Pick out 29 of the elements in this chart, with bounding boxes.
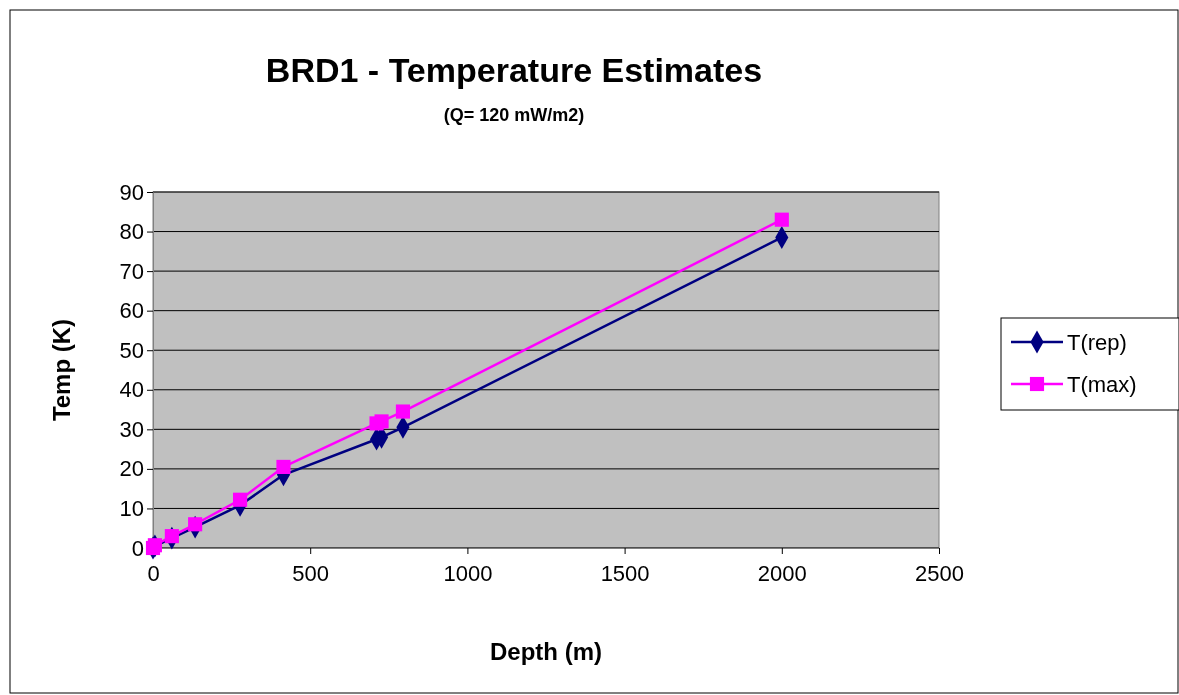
x-tick-label: 0 [147, 561, 160, 587]
legend-label: T(max) [1067, 372, 1137, 397]
x-tick-label: 2500 [915, 561, 964, 587]
y-tick-label: 80 [119, 219, 144, 245]
x-tick-label: 500 [292, 561, 330, 587]
y-axis-title: Temp (K) [48, 318, 75, 422]
y-tick-label: 0 [131, 535, 144, 561]
point [233, 492, 248, 507]
x-tick-label: 2000 [757, 561, 807, 587]
point [276, 459, 291, 474]
x-tick-label: 1500 [600, 561, 650, 587]
chart-subtitle: (Q= 120 mW/m2) [443, 105, 585, 125]
y-tick-label: 10 [119, 495, 144, 521]
point [774, 212, 789, 227]
y-tick-label: 90 [119, 179, 144, 205]
legend-label: T(rep) [1067, 330, 1127, 355]
y-tick-label: 30 [119, 416, 144, 442]
point [395, 404, 411, 419]
y-tick-label: 20 [119, 456, 144, 482]
point [188, 517, 203, 532]
y-tick-label: 70 [119, 258, 144, 284]
x-axis-title: Depth (m) [490, 638, 602, 665]
y-tick-label: 60 [119, 298, 144, 324]
point [164, 529, 179, 544]
y-tick-label: 40 [119, 377, 144, 403]
chart-title: BRD1 - Temperature Estimates [265, 51, 763, 89]
y-tick-label: 50 [119, 337, 144, 363]
x-tick-label: 1000 [443, 561, 493, 587]
point [374, 414, 389, 429]
